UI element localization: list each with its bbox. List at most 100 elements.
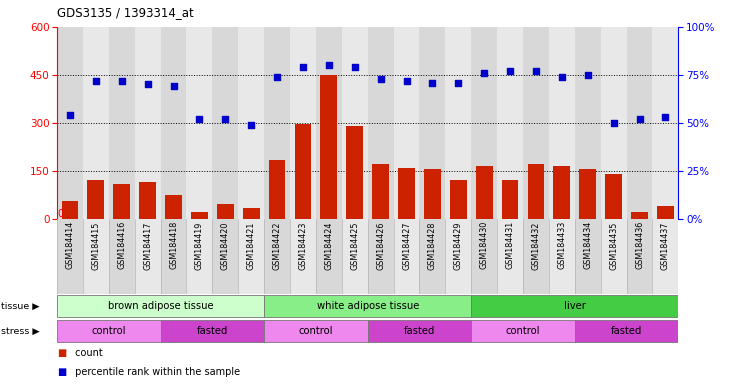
Bar: [264, 219, 290, 294]
Bar: [57, 320, 161, 343]
Point: [271, 74, 283, 80]
Bar: [501, 180, 518, 219]
Point: [167, 83, 179, 89]
Bar: [57, 27, 83, 219]
Text: control: control: [506, 326, 540, 336]
Bar: [471, 320, 575, 343]
Text: GSM184426: GSM184426: [376, 221, 385, 270]
Text: GSM184421: GSM184421: [246, 221, 256, 270]
Bar: [368, 320, 471, 343]
Bar: [217, 204, 234, 219]
Bar: [238, 27, 264, 219]
Bar: [601, 219, 626, 294]
Bar: [424, 169, 441, 219]
Point: [219, 116, 231, 122]
Point: [504, 68, 516, 74]
Bar: [549, 219, 575, 294]
Bar: [269, 160, 286, 219]
Bar: [135, 219, 161, 294]
Bar: [476, 166, 493, 219]
Bar: [626, 27, 653, 219]
Point: [90, 78, 102, 84]
Text: GSM184429: GSM184429: [454, 221, 463, 270]
Text: GSM184425: GSM184425: [350, 221, 359, 270]
Bar: [420, 27, 445, 219]
Bar: [191, 212, 208, 219]
Text: GSM184437: GSM184437: [661, 221, 670, 270]
Bar: [57, 219, 83, 294]
Point: [427, 79, 439, 86]
Text: GSM184433: GSM184433: [557, 221, 567, 270]
Bar: [523, 219, 549, 294]
Bar: [346, 126, 363, 219]
Text: percentile rank within the sample: percentile rank within the sample: [72, 367, 240, 377]
Bar: [161, 320, 264, 343]
Text: ■: ■: [57, 367, 67, 377]
Text: fasted: fasted: [197, 326, 228, 336]
Point: [478, 70, 490, 76]
Text: control: control: [299, 326, 333, 336]
Bar: [83, 219, 109, 294]
Bar: [471, 295, 678, 318]
Bar: [243, 208, 260, 219]
Point: [142, 81, 154, 88]
Bar: [264, 27, 290, 219]
Bar: [212, 219, 238, 294]
Point: [634, 116, 645, 122]
Bar: [186, 219, 212, 294]
Bar: [626, 219, 653, 294]
Bar: [393, 219, 420, 294]
Point: [64, 112, 76, 118]
Text: GSM184428: GSM184428: [428, 221, 437, 270]
Text: liver: liver: [564, 301, 586, 311]
Bar: [290, 219, 316, 294]
Text: GSM184434: GSM184434: [583, 221, 592, 270]
Bar: [450, 180, 466, 219]
Point: [375, 76, 387, 82]
Bar: [523, 27, 549, 219]
Text: 0: 0: [57, 209, 63, 219]
Bar: [320, 75, 337, 219]
Text: GSM184435: GSM184435: [609, 221, 618, 270]
Bar: [139, 182, 156, 219]
Bar: [109, 219, 135, 294]
Point: [582, 72, 594, 78]
Bar: [61, 201, 78, 219]
Text: GSM184420: GSM184420: [221, 221, 230, 270]
Text: fasted: fasted: [611, 326, 643, 336]
Bar: [420, 219, 445, 294]
Text: GSM184419: GSM184419: [195, 221, 204, 270]
Bar: [653, 27, 678, 219]
Text: GSM184427: GSM184427: [402, 221, 411, 270]
Text: GSM184414: GSM184414: [66, 221, 75, 270]
Bar: [575, 320, 678, 343]
Bar: [109, 27, 135, 219]
Text: GSM184415: GSM184415: [91, 221, 100, 270]
Bar: [161, 219, 186, 294]
Text: GSM184430: GSM184430: [480, 221, 489, 270]
Point: [116, 78, 128, 84]
Bar: [135, 27, 161, 219]
Bar: [653, 219, 678, 294]
Text: GDS3135 / 1393314_at: GDS3135 / 1393314_at: [57, 6, 194, 19]
Text: GSM184436: GSM184436: [635, 221, 644, 270]
Bar: [161, 27, 186, 219]
Text: stress ▶: stress ▶: [1, 327, 40, 336]
Bar: [264, 295, 471, 318]
Text: GSM184432: GSM184432: [531, 221, 540, 270]
Text: GSM184418: GSM184418: [169, 221, 178, 270]
Text: GSM184416: GSM184416: [117, 221, 126, 270]
Text: GSM184431: GSM184431: [506, 221, 515, 270]
Bar: [575, 27, 601, 219]
Bar: [657, 206, 674, 219]
Point: [607, 120, 619, 126]
Point: [194, 116, 205, 122]
Bar: [497, 27, 523, 219]
Text: brown adipose tissue: brown adipose tissue: [107, 301, 213, 311]
Bar: [605, 174, 622, 219]
Bar: [445, 27, 471, 219]
Text: GSM184424: GSM184424: [325, 221, 333, 270]
Bar: [631, 212, 648, 219]
Bar: [295, 124, 311, 219]
Bar: [88, 180, 105, 219]
